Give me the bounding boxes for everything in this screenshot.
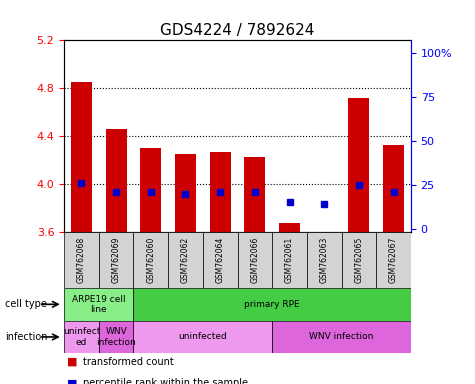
Text: GSM762060: GSM762060 [146, 237, 155, 283]
Title: GDS4224 / 7892624: GDS4224 / 7892624 [160, 23, 314, 38]
Bar [349, 98, 369, 232]
Text: GSM762067: GSM762067 [389, 237, 398, 283]
Bar [133, 288, 411, 321]
Bar [376, 232, 411, 288]
Bar [272, 232, 307, 288]
Bar [210, 152, 230, 232]
Bar [279, 223, 300, 232]
Text: GSM762062: GSM762062 [181, 237, 190, 283]
Bar [99, 232, 133, 288]
Text: transformed count: transformed count [83, 357, 174, 367]
Text: primary RPE: primary RPE [244, 300, 300, 309]
Bar [133, 232, 168, 288]
Bar [71, 82, 92, 232]
Bar [272, 321, 411, 353]
Text: infection: infection [5, 332, 47, 342]
Bar [175, 154, 196, 232]
Bar [141, 148, 161, 232]
Text: uninfected: uninfected [179, 333, 227, 341]
Text: percentile rank within the sample: percentile rank within the sample [83, 378, 248, 384]
Bar [245, 157, 265, 232]
Text: GSM762063: GSM762063 [320, 237, 329, 283]
Text: GSM762068: GSM762068 [77, 237, 86, 283]
Text: ■: ■ [66, 378, 77, 384]
Bar [106, 129, 126, 232]
Text: GSM762064: GSM762064 [216, 237, 225, 283]
Bar [99, 321, 133, 353]
Text: GSM762065: GSM762065 [354, 237, 363, 283]
Bar [342, 232, 376, 288]
Text: GSM762069: GSM762069 [112, 237, 121, 283]
Text: cell type: cell type [5, 299, 47, 310]
Text: WNV infection: WNV infection [309, 333, 374, 341]
Text: uninfect
ed: uninfect ed [63, 327, 100, 347]
Bar [64, 232, 99, 288]
Text: ARPE19 cell
line: ARPE19 cell line [72, 295, 125, 314]
Bar [238, 232, 272, 288]
Bar [168, 232, 203, 288]
Text: WNV
infection: WNV infection [96, 327, 136, 347]
Bar [307, 232, 342, 288]
Bar [64, 321, 99, 353]
Text: ■: ■ [66, 357, 77, 367]
Bar [203, 232, 238, 288]
Text: GSM762066: GSM762066 [250, 237, 259, 283]
Bar [133, 321, 272, 353]
Bar [383, 145, 404, 232]
Bar [64, 288, 133, 321]
Text: GSM762061: GSM762061 [285, 237, 294, 283]
